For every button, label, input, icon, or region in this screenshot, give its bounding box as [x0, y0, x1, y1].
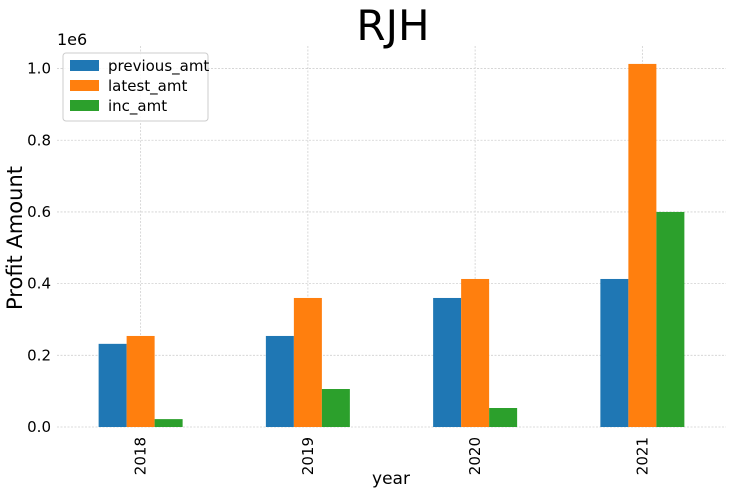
y-tick-label: 0.4: [27, 275, 51, 293]
x-tick-label: 2021: [633, 437, 651, 475]
legend-label-latest_amt: latest_amt: [108, 77, 187, 96]
x-axis-label: year: [372, 469, 410, 489]
x-tick-label: 2020: [466, 437, 484, 475]
bar-inc_amt-2020: [489, 408, 518, 427]
legend-label-previous_amt: previous_amt: [108, 57, 209, 76]
y-tick-label: 0.6: [27, 203, 51, 221]
bar-inc_amt-2021: [656, 211, 685, 427]
bar-inc_amt-2019: [321, 389, 350, 427]
bars-layer: [98, 63, 685, 427]
bar-inc_amt-2018: [154, 419, 183, 427]
legend-swatch-inc_amt: [70, 100, 99, 111]
bar-latest_amt-2019: [293, 297, 322, 427]
y-tick-label: 0.0: [27, 418, 51, 436]
legend-label-inc_amt: inc_amt: [108, 97, 167, 116]
y-tick-labels: 0.0 0.2 0.4 0.6 0.8 1.0: [27, 60, 51, 436]
bar-previous_amt-2021: [600, 278, 629, 427]
y-axis-label: Profit Amount: [3, 166, 27, 310]
x-tick-labels: 2018 2019 2020 2021: [132, 437, 652, 475]
legend-swatch-previous_amt: [70, 60, 99, 71]
bar-latest_amt-2018: [126, 335, 155, 427]
y-offset-label: 1e6: [57, 30, 87, 49]
legend-frame: [62, 52, 209, 122]
bar-latest_amt-2021: [628, 63, 657, 427]
y-tick-label: 0.2: [27, 346, 51, 364]
legend-swatch-latest_amt: [70, 80, 99, 91]
bar-previous_amt-2019: [265, 335, 294, 427]
bar-latest_amt-2020: [461, 278, 490, 427]
bar-previous_amt-2020: [433, 297, 462, 427]
x-tick-label: 2018: [132, 437, 150, 475]
x-tick-label: 2019: [299, 437, 317, 475]
bar-previous_amt-2018: [98, 343, 127, 427]
chart-title: RJH: [356, 1, 429, 50]
y-tick-label: 0.8: [27, 131, 51, 149]
y-tick-label: 1.0: [27, 60, 51, 78]
